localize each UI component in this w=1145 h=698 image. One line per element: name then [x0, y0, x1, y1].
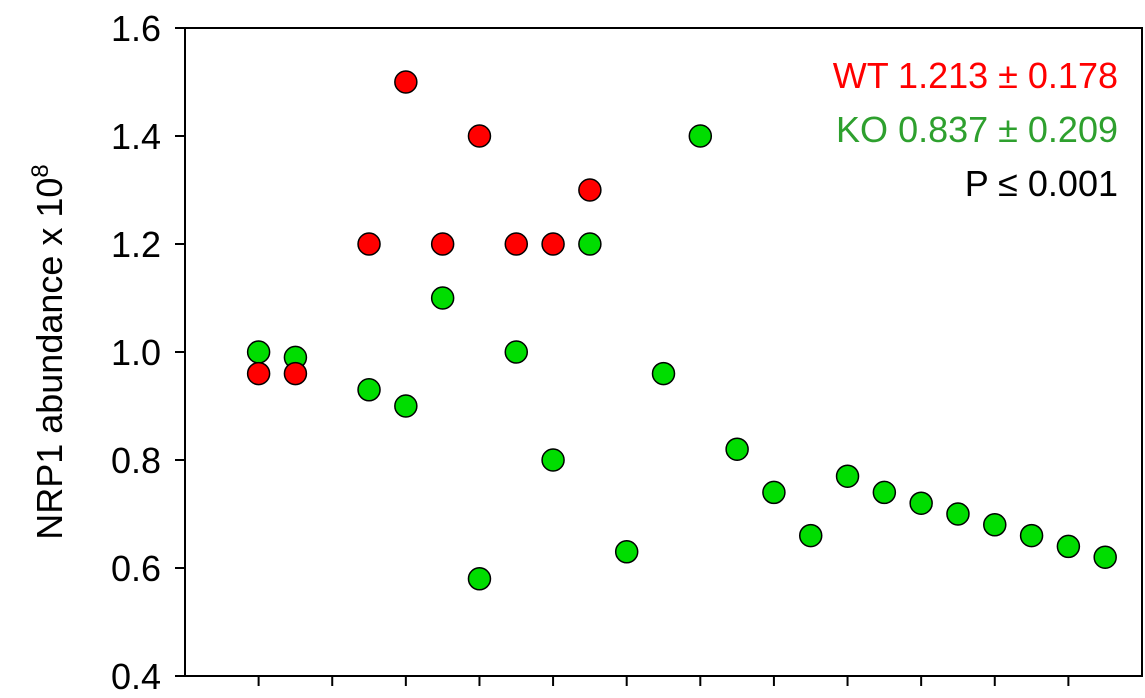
point-ko — [688, 124, 713, 148]
y-axis-ticks: 1.6 1.4 1.2 1.0 0.8 0.6 0.4 — [111, 8, 185, 697]
point-ko — [798, 523, 823, 548]
y-tick-label: 0.8 — [111, 440, 161, 481]
point-wt — [541, 232, 565, 256]
point-wt — [467, 124, 492, 148]
data-points — [246, 70, 1117, 591]
point-ko — [357, 378, 381, 402]
y-tick-label: 1.2 — [111, 224, 161, 265]
point-ko — [578, 232, 602, 256]
legend: WT 1.213 ± 0.178 KO 0.837 ± 0.209 P ≤ 0.00… — [833, 55, 1118, 204]
point-ko — [651, 361, 676, 386]
point-ko — [394, 394, 418, 418]
y-axis-title-text: NRP1 abundance x 10 — [29, 178, 70, 540]
y-tick-label: 0.6 — [111, 548, 161, 589]
legend-entry: WT 1.213 ± 0.178 — [833, 55, 1118, 96]
y-tick-label: 0.4 — [111, 656, 161, 697]
point-ko — [1019, 523, 1044, 548]
point-ko — [614, 540, 639, 564]
point-ko — [872, 480, 897, 505]
y-axis-title: NRP1 abundance x 108 — [27, 164, 70, 540]
point-wt — [504, 232, 529, 256]
y-tick-label: 1.6 — [111, 8, 161, 49]
point-ko — [541, 448, 565, 472]
y-axis-title-superscript: 8 — [27, 164, 54, 177]
point-ko — [430, 286, 455, 310]
y-tick-label: 1.4 — [111, 116, 161, 157]
y-tick-label: 1.0 — [111, 332, 161, 373]
point-ko — [762, 480, 786, 505]
point-ko — [504, 340, 529, 364]
point-wt — [246, 361, 271, 386]
point-ko — [1093, 545, 1117, 569]
point-ko — [909, 491, 933, 515]
legend-entry: P ≤ 0.001 — [965, 163, 1118, 204]
point-wt — [394, 70, 418, 94]
point-wt — [357, 232, 381, 256]
point-ko — [246, 340, 271, 364]
x-axis-ticks — [257, 676, 1070, 686]
point-ko — [835, 464, 860, 488]
point-ko — [1056, 534, 1081, 559]
point-ko — [946, 502, 970, 526]
point-wt — [430, 232, 455, 256]
point-ko — [467, 567, 492, 591]
point-ko — [983, 513, 1007, 537]
point-ko — [725, 437, 749, 461]
point-wt — [283, 361, 308, 386]
point-wt — [578, 178, 602, 202]
legend-entry: KO 0.837 ± 0.209 — [836, 109, 1118, 150]
